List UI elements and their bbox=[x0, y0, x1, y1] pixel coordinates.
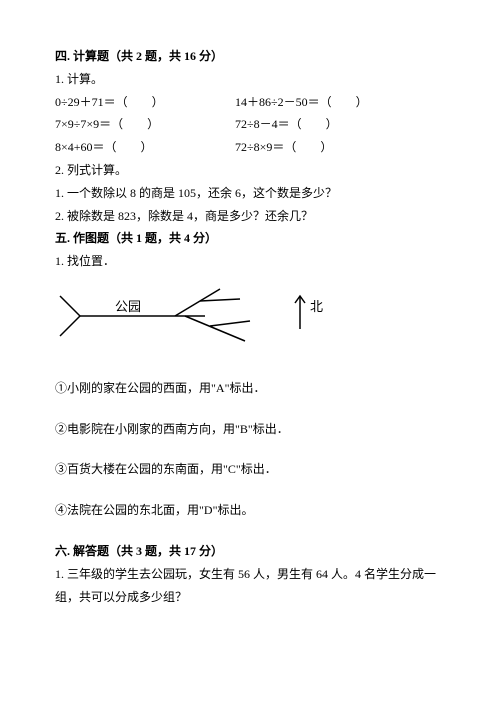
equation-row-2: 7×9÷7×9＝（ ） 72÷8－4＝（ ） bbox=[55, 113, 445, 136]
question-2-p1: 1. 一个数除以 8 的商是 105，还余 6，这个数是多少？ bbox=[55, 182, 445, 205]
equation-3-2: 72÷8×9＝（ ） bbox=[235, 136, 445, 159]
park-label-text: 公园 bbox=[115, 299, 141, 314]
equation-3-1: 8×4+60＝（ ） bbox=[55, 136, 235, 159]
equation-2-1: 7×9÷7×9＝（ ） bbox=[55, 113, 235, 136]
equation-row-1: 0÷29＋71＝（ ） 14＋86÷2－50＝（ ） bbox=[55, 91, 445, 114]
diagram-container: 公园 北 bbox=[55, 281, 445, 359]
section-5-p3: ③百货大楼在公园的东南面，用"C"标出． bbox=[55, 458, 445, 481]
section-4-heading: 四. 计算题（共 2 题，共 16 分） bbox=[55, 45, 445, 68]
section-5-p2: ②电影院在小刚家的西南方向，用"B"标出． bbox=[55, 418, 445, 441]
section-5-heading: 五. 作图题（共 1 题，共 4 分） bbox=[55, 227, 445, 250]
north-label-text: 北 bbox=[310, 299, 323, 314]
equation-row-3: 8×4+60＝（ ） 72÷8×9＝（ ） bbox=[55, 136, 445, 159]
map-diagram: 公园 北 bbox=[55, 281, 335, 351]
equation-2-2: 72÷8－4＝（ ） bbox=[235, 113, 445, 136]
section-5-p4: ④法院在公园的东北面，用"D"标出。 bbox=[55, 499, 445, 522]
section-6-q1: 1. 三年级的学生去公园玩，女生有 56 人，男生有 64 人。4 名学生分成一… bbox=[55, 563, 445, 609]
equation-1-1: 0÷29＋71＝（ ） bbox=[55, 91, 235, 114]
question-2-p2: 2. 被除数是 823，除数是 4，商是多少？还余几？ bbox=[55, 205, 445, 228]
section-6-heading: 六. 解答题（共 3 题，共 17 分） bbox=[55, 540, 445, 563]
equation-1-2: 14＋86÷2－50＝（ ） bbox=[235, 91, 445, 114]
question-2-label: 2. 列式计算。 bbox=[55, 159, 445, 182]
section-5-q1-label: 1. 找位置． bbox=[55, 250, 445, 273]
section-5-p1: ①小刚的家在公园的西面，用"A"标出． bbox=[55, 377, 445, 400]
question-1-label: 1. 计算。 bbox=[55, 68, 445, 91]
